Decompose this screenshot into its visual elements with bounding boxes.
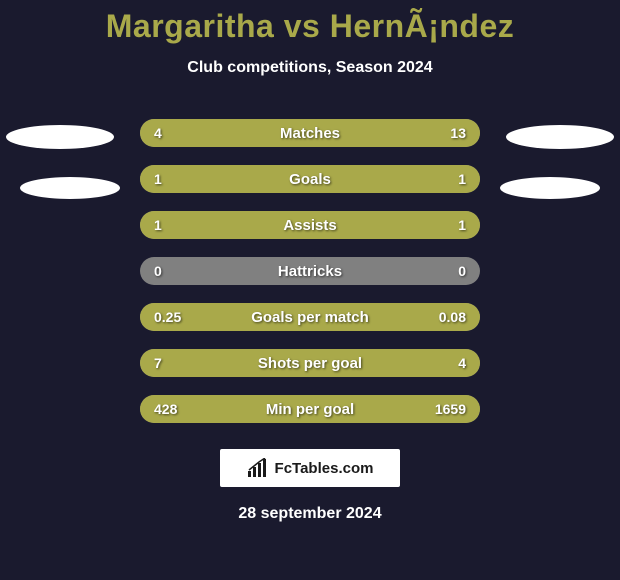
chart-icon: [247, 458, 269, 478]
stat-label: Assists: [140, 211, 480, 239]
stat-row: 74Shots per goal: [140, 349, 480, 377]
date: 28 september 2024: [0, 505, 620, 523]
player-right-ellipse-2: [500, 177, 600, 199]
stat-row: 11Goals: [140, 165, 480, 193]
fctables-logo[interactable]: FcTables.com: [220, 449, 400, 487]
stat-row: 413Matches: [140, 119, 480, 147]
player-right-ellipse-1: [506, 125, 614, 149]
stat-label: Hattricks: [140, 257, 480, 285]
logo-text: FcTables.com: [275, 460, 374, 477]
stat-row: 0.250.08Goals per match: [140, 303, 480, 331]
stat-row: 4281659Min per goal: [140, 395, 480, 423]
stats-container: 413Matches 11Goals 11Assists 00Hattricks 0.2…: [140, 119, 480, 423]
stat-row: 00Hattricks: [140, 257, 480, 285]
stat-label: Shots per goal: [140, 349, 480, 377]
player-left-ellipse-1: [6, 125, 114, 149]
player-left-ellipse-2: [20, 177, 120, 199]
stat-row: 11Assists: [140, 211, 480, 239]
stat-label: Goals per match: [140, 303, 480, 331]
subtitle: Club competitions, Season 2024: [0, 59, 620, 77]
stat-label: Min per goal: [140, 395, 480, 423]
stat-label: Goals: [140, 165, 480, 193]
stat-label: Matches: [140, 119, 480, 147]
page-title: Margaritha vs HernÃ¡ndez: [0, 0, 620, 45]
